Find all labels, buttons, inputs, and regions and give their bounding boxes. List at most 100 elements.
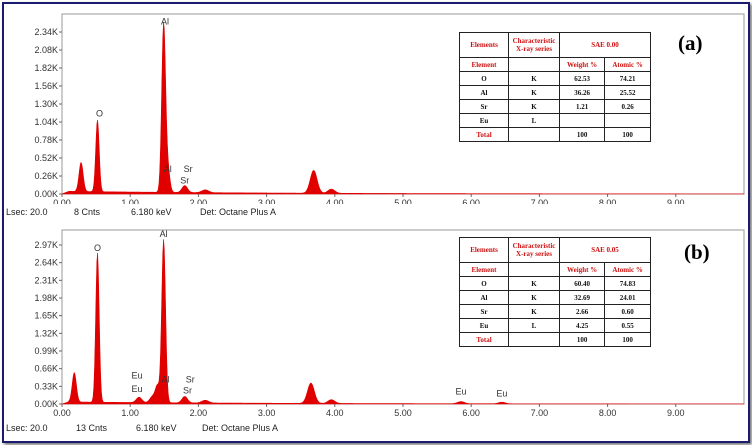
y-tick-label: 2.08K [34,45,58,55]
composition-table-b: Elements Characteristic X-ray series SAE… [459,237,651,347]
panel-b: 0.00K 0.33K 0.66K 0.99K 1.32K 1.65K 1.98K 2.31K… [4,222,748,441]
table-subheader-atomic: Atomic % [604,262,651,277]
spectrum-chart-a: 0.00K0.26K0.52K0.78K1.04K1.30K1.56K1.82K… [34,13,745,204]
table-cell: 74.21 [604,71,651,86]
table-header-elements: Elements [459,237,509,263]
y-tick-label: 2.31K [34,275,58,285]
table-cell: O [459,276,509,291]
status-det-a: Det: Octane Plus A [200,207,277,217]
x-tick-label: 6.00 [462,408,480,418]
table-cell: O [459,71,509,86]
table-cell: L [508,318,560,333]
y-tick-label: 0.26K [34,171,58,181]
status-lsec-b: Lsec: 20.0 [6,423,48,433]
peak-label: Eu [132,370,143,380]
table-cell: Al [459,85,509,100]
table-cell: Sr [459,304,509,319]
panel-label-b: (b) [684,240,710,264]
y-tick-label: 1.30K [34,99,58,109]
peak-label: Al [162,375,170,385]
table-cell: K [508,304,560,319]
peak-label: Eu [496,389,507,399]
y-tick-label: 1.32K [34,328,58,338]
table-cell: 32.69 [558,290,606,305]
table-cell: K [508,71,560,86]
table-cell: K [508,85,560,100]
table-cell: 62.53 [558,71,606,86]
peak-label: Eu [132,384,143,394]
table-cell: 24.01 [604,290,651,305]
peak-label: Sr [183,385,192,395]
table-cell [508,332,560,347]
x-tick-label: 8.00 [599,198,617,204]
table-cell: Al [459,290,509,305]
y-tick-label: 0.99K [34,346,58,356]
spectrum-area [61,21,745,195]
table-row: Sr K 1.21 0.26 [459,99,651,114]
table-row: Eu L [459,113,651,128]
table-cell: Total [459,332,509,347]
x-tick-label: 9.00 [667,198,685,204]
table-header-elements: Elements [459,32,509,58]
table-cell: Total [459,127,509,142]
y-tick-label: 0.52K [34,153,58,163]
y-tick-label: 1.82K [34,63,58,73]
table-row: Eu L 4.25 0.55 [459,318,651,333]
x-tick-label: 3.00 [258,408,276,418]
table-cell: 100 [604,127,651,142]
table-row: Al K 32.69 24.01 [459,290,651,305]
table-cell: K [508,290,560,305]
x-tick-label: 5.00 [394,408,412,418]
composition-table-a: Elements Characteristic X-ray series SAE… [459,32,651,142]
x-tick-label: 5.00 [394,198,412,204]
panel-a: 0.00K 0.26K 0.52K 0.78K 1.04K 1.30K 1.56K 1.82K… [4,4,748,222]
status-cnts-b: 13 Cnts [76,423,108,433]
panel-label-a: (a) [678,31,703,55]
x-tick-label: 7.00 [531,198,549,204]
table-cell [508,127,560,142]
table-row: Sr K 2.66 0.60 [459,304,651,319]
y-tick-label: 1.98K [34,293,58,303]
peak-label: Sr [180,176,189,186]
table-row: Al K 36.26 25.52 [459,85,651,100]
peak-label: Al [164,164,172,174]
table-row: O K 60.40 74.83 [459,276,651,291]
x-tick-label: 0.00 [53,408,71,418]
table-cell: Eu [459,318,509,333]
table-cell: 100 [558,332,606,347]
peak-label: Al [160,229,168,239]
table-subheader-element: Element [459,57,509,72]
table-cell: 100 [604,332,651,347]
table-cell: 25.52 [604,85,651,100]
table-cell: 0.55 [604,318,651,333]
table-cell: 2.66 [558,304,606,319]
table-subheader-weight: Weight % [558,57,606,72]
table-cell: 0.60 [604,304,651,319]
x-tick-label: 1.00 [121,198,139,204]
table-cell: 60.40 [558,276,606,291]
peak-label: O [94,243,101,253]
table-subheader-atomic: Atomic % [604,57,651,72]
peak-label: Eu [455,386,466,396]
y-tick-label: 1.65K [34,311,58,321]
x-tick-label: 2.00 [190,198,208,204]
x-tick-label: 2.00 [190,408,208,418]
y-tick-label: 0.66K [34,364,58,374]
table-row: Total 100 100 [459,127,651,142]
y-tick-label: 1.56K [34,81,58,91]
status-kev-b: 6.180 keV [136,423,177,433]
x-tick-label: 3.00 [258,198,276,204]
status-cnts-a: 8 Cnts [74,207,101,217]
table-cell: 36.26 [558,85,606,100]
peak-label: Sr [184,164,193,174]
x-tick-label: 8.00 [599,408,617,418]
y-tick-label: 0.00K [34,189,58,199]
table-cell: K [508,276,560,291]
x-tick-label: 4.00 [326,198,344,204]
x-tick-label: 0.00 [53,198,71,204]
y-tick-label: 2.64K [34,258,58,268]
table-header-xray: Characteristic X-ray series [508,32,560,58]
x-tick-label: 9.00 [667,408,685,418]
peak-label: Sr [186,375,195,385]
